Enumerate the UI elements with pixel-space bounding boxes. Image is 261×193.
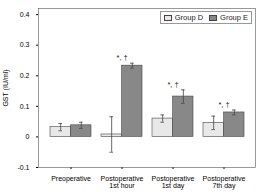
svg-text:-0.1: -0.1 <box>17 164 29 171</box>
html-text:Group D: Group D <box>174 13 204 22</box>
svg-text:Postoperative1st day: Postoperative1st day <box>152 175 195 190</box>
svg-text:0.4: 0.4 <box>20 11 30 18</box>
html-text:Group E: Group E <box>220 13 248 22</box>
svg-text:GST (IU/ml): GST (IU/ml) <box>2 69 10 106</box>
svg-text:0: 0 <box>26 133 30 140</box>
svg-text:0.1: 0.1 <box>20 103 30 110</box>
svg-text:Preoperative: Preoperative <box>51 175 91 183</box>
svg-text:*, †: *, † <box>167 80 178 89</box>
svg-text:Postoperative7th day: Postoperative7th day <box>203 175 246 190</box>
svg-text:*, †: *, † <box>116 53 127 62</box>
svg-text:Postoperative1st hour: Postoperative1st hour <box>101 175 144 189</box>
svg-text:0.3: 0.3 <box>20 41 30 48</box>
svg-text:*, †: *, † <box>218 100 229 109</box>
svg-text:0.2: 0.2 <box>20 72 30 79</box>
